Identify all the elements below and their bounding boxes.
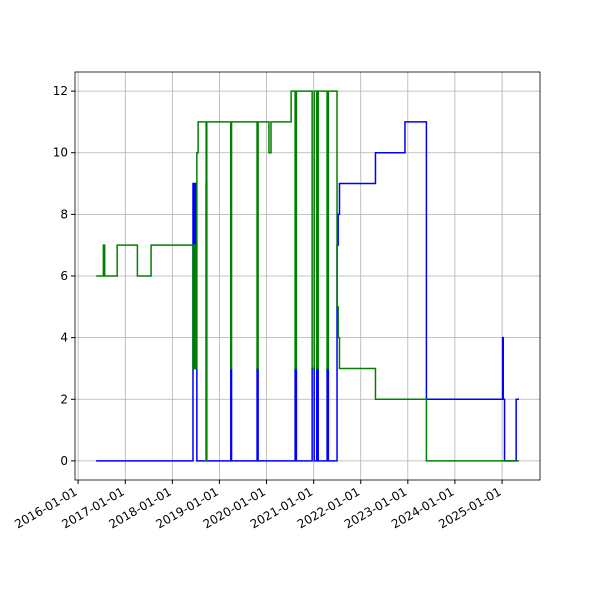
y-tick-label: 0 — [60, 454, 68, 468]
y-tick-label: 8 — [60, 207, 68, 221]
y-tick-label: 4 — [60, 331, 68, 345]
line — [96, 121, 519, 462]
plot-frame — [74, 71, 541, 481]
y-tick-label: 10 — [53, 146, 68, 160]
line — [96, 90, 519, 462]
y-tick-label: 2 — [60, 392, 68, 406]
y-tick-label: 12 — [53, 84, 68, 98]
y-tick-label: 6 — [60, 269, 68, 283]
